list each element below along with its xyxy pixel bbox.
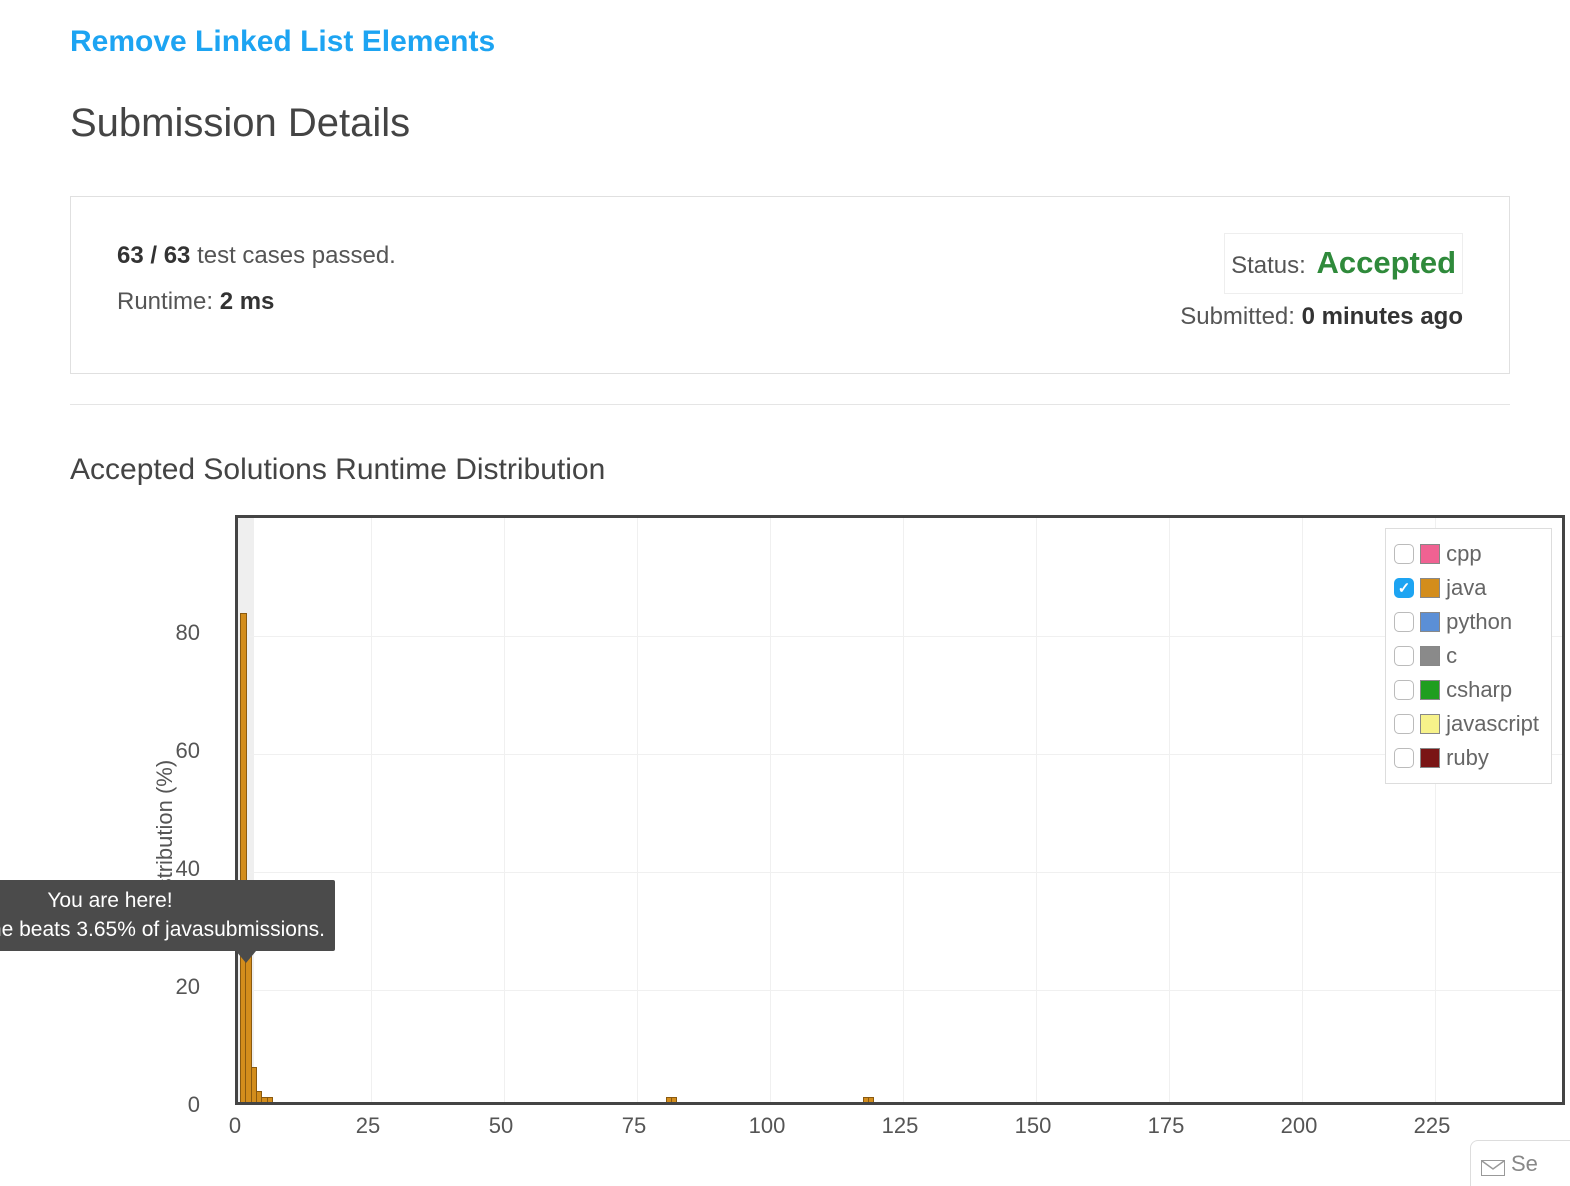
status-label: Status:: [1231, 252, 1312, 279]
summary-left: 63 / 63 test cases passed. Runtime: 2 ms: [117, 233, 396, 339]
xtick-label: 225: [1414, 1113, 1451, 1139]
xtick-label: 150: [1015, 1113, 1052, 1139]
legend-checkbox[interactable]: [1394, 714, 1414, 734]
tooltip-line1: You are here!: [0, 886, 325, 915]
feedback-widget[interactable]: Se: [1470, 1140, 1570, 1186]
legend-label: java: [1446, 575, 1486, 601]
submitted-value: 0 minutes ago: [1302, 303, 1463, 330]
grid-h: [238, 754, 1562, 755]
ytick-label: 0: [188, 1092, 200, 1118]
runtime-distribution-chart: Distribution (%) 020406080 cppjavapython…: [80, 515, 1510, 1155]
runtime-label: Runtime:: [117, 288, 220, 315]
chart-plot-area: cpp java python c csharp javascript ruby: [235, 515, 1565, 1105]
legend-label: javascript: [1446, 711, 1539, 737]
legend-label: csharp: [1446, 677, 1512, 703]
legend-label: ruby: [1446, 745, 1489, 771]
chart-tooltip: You are here!Your runtime beats 3.65% of…: [0, 880, 335, 951]
legend-swatch: [1420, 646, 1440, 666]
legend-swatch: [1420, 578, 1440, 598]
xtick-label: 200: [1281, 1113, 1318, 1139]
legend-checkbox[interactable]: [1394, 612, 1414, 632]
legend-checkbox[interactable]: [1394, 680, 1414, 700]
ytick-label: 40: [176, 856, 200, 882]
legend-checkbox[interactable]: [1394, 578, 1414, 598]
tooltip-arrow-icon: [236, 951, 256, 963]
xtick-label: 50: [489, 1113, 513, 1139]
legend-item-csharp[interactable]: csharp: [1394, 673, 1539, 707]
legend-item-java[interactable]: java: [1394, 571, 1539, 605]
submitted-label: Submitted:: [1180, 303, 1301, 330]
chart-title: Accepted Solutions Runtime Distribution: [70, 453, 1510, 487]
xtick-label: 0: [229, 1113, 241, 1139]
chart-bar[interactable]: [267, 1097, 273, 1103]
legend-item-c[interactable]: c: [1394, 639, 1539, 673]
summary-box: 63 / 63 test cases passed. Runtime: 2 ms…: [70, 196, 1510, 374]
legend-swatch: [1420, 714, 1440, 734]
grid-v: [1036, 518, 1037, 1102]
legend-checkbox[interactable]: [1394, 544, 1414, 564]
status-line: Status: Accepted: [1180, 233, 1463, 294]
legend-label: cpp: [1446, 541, 1481, 567]
ytick-label: 20: [176, 974, 200, 1000]
legend-swatch: [1420, 680, 1440, 700]
xtick-label: 175: [1148, 1113, 1185, 1139]
test-cases-line: 63 / 63 test cases passed.: [117, 233, 396, 279]
legend-item-javascript[interactable]: javascript: [1394, 707, 1539, 741]
grid-h: [238, 872, 1562, 873]
legend-label: c: [1446, 643, 1457, 669]
feedback-text: Se: [1511, 1151, 1538, 1177]
grid-v: [504, 518, 505, 1102]
xtick-label: 125: [882, 1113, 919, 1139]
status-value: Accepted: [1316, 245, 1456, 280]
test-cases-label: test cases passed.: [190, 242, 395, 269]
grid-v: [371, 518, 372, 1102]
runtime-value: 2 ms: [220, 288, 275, 315]
divider: [70, 404, 1510, 405]
chart-bar[interactable]: [671, 1097, 677, 1103]
grid-v: [1302, 518, 1303, 1102]
summary-right: Status: Accepted Submitted: 0 minutes ag…: [1180, 233, 1463, 339]
test-cases-count: 63 / 63: [117, 242, 190, 269]
legend-swatch: [1420, 748, 1440, 768]
submitted-line: Submitted: 0 minutes ago: [1180, 294, 1463, 340]
page-title: Submission Details: [70, 101, 1510, 146]
grid-v: [637, 518, 638, 1102]
grid-h: [238, 990, 1562, 991]
xtick-label: 25: [356, 1113, 380, 1139]
problem-link[interactable]: Remove Linked List Elements: [70, 25, 495, 59]
legend-item-cpp[interactable]: cpp: [1394, 537, 1539, 571]
ytick-label: 80: [176, 620, 200, 646]
grid-v: [770, 518, 771, 1102]
chart-legend: cpp java python c csharp javascript ruby: [1385, 528, 1552, 784]
legend-checkbox[interactable]: [1394, 646, 1414, 666]
ytick-label: 60: [176, 738, 200, 764]
xtick-label: 75: [622, 1113, 646, 1139]
grid-v: [1169, 518, 1170, 1102]
tooltip-line2: Your runtime beats 3.65% of javasubmissi…: [0, 915, 325, 944]
chart-yticks: 020406080: [150, 515, 210, 1105]
grid-v: [903, 518, 904, 1102]
xtick-label: 100: [749, 1113, 786, 1139]
runtime-line: Runtime: 2 ms: [117, 279, 396, 325]
legend-item-python[interactable]: python: [1394, 605, 1539, 639]
legend-swatch: [1420, 612, 1440, 632]
envelope-icon: [1481, 1156, 1505, 1172]
legend-label: python: [1446, 609, 1512, 635]
legend-swatch: [1420, 544, 1440, 564]
legend-item-ruby[interactable]: ruby: [1394, 741, 1539, 775]
chart-bar[interactable]: [868, 1097, 874, 1103]
legend-checkbox[interactable]: [1394, 748, 1414, 768]
grid-h: [238, 636, 1562, 637]
